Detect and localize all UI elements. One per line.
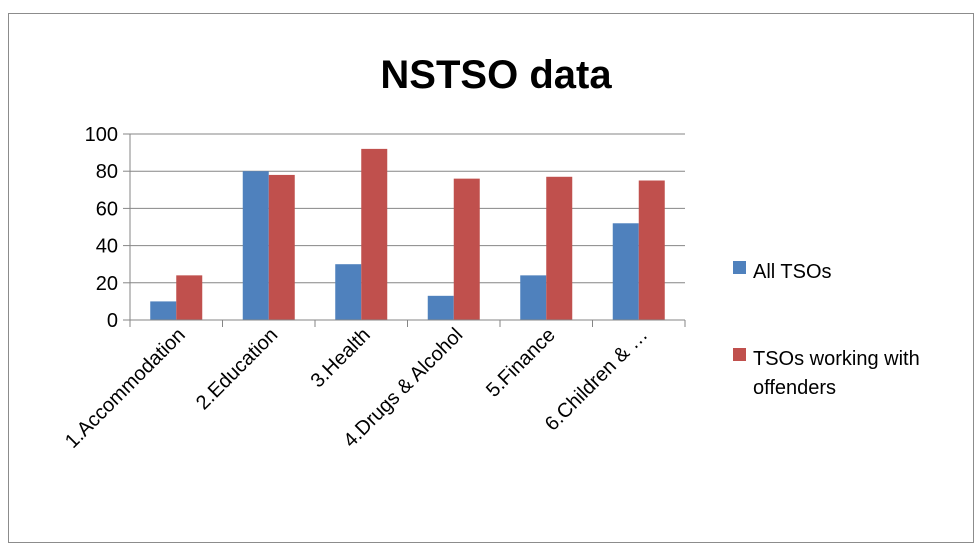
bar-tsos-offenders (268, 174, 295, 320)
chart-frame (8, 13, 974, 543)
legend-label: TSOs working with (753, 348, 920, 370)
y-tick-label: 40 (96, 236, 118, 258)
y-tick-label: 0 (107, 310, 118, 332)
bar-tsos-offenders (361, 148, 388, 320)
bar-tsos-offenders (453, 178, 480, 320)
legend-label: All TSOs (753, 261, 832, 283)
y-tick-label: 60 (96, 198, 118, 220)
x-category-label: 3.Health (307, 324, 375, 392)
bar-tsos-offenders (546, 176, 573, 320)
x-category-label: 1.Accommodation (61, 324, 190, 453)
legend-label: offenders (753, 377, 836, 399)
bar-all-tsos (520, 275, 547, 320)
bar-all-tsos (242, 171, 269, 320)
legend: All TSOs TSOs working with offenders (733, 261, 920, 399)
y-tick-label: 20 (96, 273, 118, 295)
bars (150, 148, 665, 320)
bar-tsos-offenders (638, 180, 665, 320)
bar-all-tsos (427, 295, 454, 320)
chart-title: NSTSO data (380, 53, 612, 97)
gridlines (130, 133, 685, 284)
bar-tsos-offenders (176, 275, 203, 320)
bar-all-tsos (335, 264, 362, 320)
x-category-label: 5.Finance (482, 324, 560, 402)
bar-all-tsos (150, 301, 177, 320)
x-category-label: 2.Education (192, 324, 282, 414)
legend-swatch (733, 261, 746, 274)
y-tick-label: 100 (85, 124, 118, 146)
y-tick-label: 80 (96, 161, 118, 183)
bar-all-tsos (612, 223, 639, 320)
legend-swatch (733, 348, 746, 361)
